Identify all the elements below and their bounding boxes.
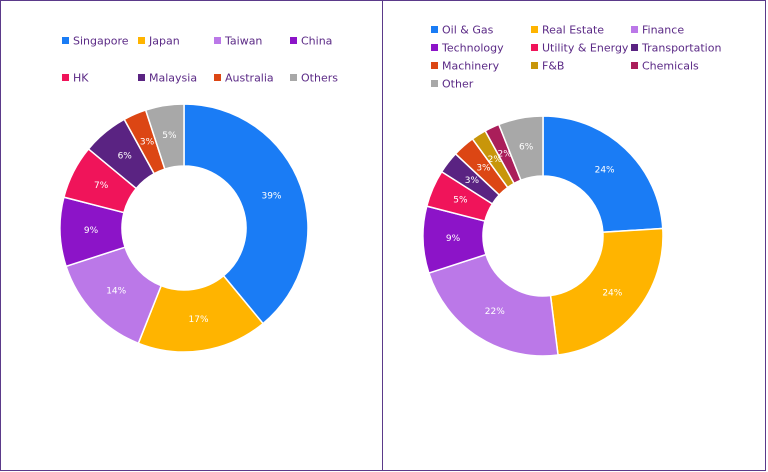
legend-item-china: China xyxy=(290,35,332,48)
legend-label-fandb: F&B xyxy=(542,60,564,73)
legend-item-malaysia: Malaysia xyxy=(138,72,197,85)
slice-label-oil-and-gas: 24% xyxy=(595,165,615,175)
legend-item-machinery: Machinery xyxy=(431,60,500,73)
legend-label-utility-and-energy: Utility & Energy xyxy=(542,42,629,55)
legend-swatch-technology xyxy=(431,44,438,51)
slice-label-japan: 17% xyxy=(189,315,209,325)
legend-label-technology: Technology xyxy=(441,42,504,55)
slice-label-machinery: 3% xyxy=(476,163,491,173)
legend-swatch-fandb xyxy=(531,62,538,69)
donut-slices xyxy=(422,115,664,357)
slice-oil-and-gas xyxy=(542,115,664,234)
legend-swatch-china xyxy=(290,37,297,44)
legend-label-real-estate: Real Estate xyxy=(542,24,604,37)
legend-item-others: Others xyxy=(290,72,338,85)
chart-panel-sector: 24% 24% 22% 9% 5% 3% 3% 2% 2% 6% Oil & Gas Real Est… xyxy=(382,0,766,471)
legend-swatch-others xyxy=(290,74,297,81)
slice-label-real-estate: 24% xyxy=(602,288,622,298)
slice-label-china: 9% xyxy=(84,226,99,236)
slice-other xyxy=(497,115,544,182)
slice-label-australia: 3% xyxy=(140,138,155,148)
slice-label-malaysia: 6% xyxy=(118,151,133,161)
legend-label-chemicals: Chemicals xyxy=(642,60,699,73)
legend-swatch-chemicals xyxy=(631,62,638,69)
legend-item-chemicals: Chemicals xyxy=(631,60,699,73)
legend-item-utility-and-energy: Utility & Energy xyxy=(531,42,629,55)
country-donut-chart: 39% 17% 14% 9% 7% 6% 3% 5% Singapore Japan Taiwan C… xyxy=(59,35,338,353)
legend-item-real-estate: Real Estate xyxy=(531,24,604,37)
legend-swatch-real-estate xyxy=(531,26,538,33)
legend-label-other: Other xyxy=(442,78,474,91)
donut-slice-labels: 39% 17% 14% 9% 7% 6% 3% 5% xyxy=(84,131,282,325)
legend-label-finance: Finance xyxy=(642,24,684,37)
slice-singapore xyxy=(183,103,309,325)
legend-swatch-other xyxy=(431,80,438,87)
legend-swatch-japan xyxy=(138,37,145,44)
legend-item-transportation: Transportation xyxy=(631,42,721,55)
legend-swatch-utility-and-energy xyxy=(531,44,538,51)
legend-label-hk: HK xyxy=(73,72,89,85)
slice-label-others: 5% xyxy=(162,131,177,141)
legend-label-oil-and-gas: Oil & Gas xyxy=(442,24,494,37)
slice-label-singapore: 39% xyxy=(261,191,281,201)
legend-label-malaysia: Malaysia xyxy=(149,72,197,85)
legend-label-australia: Australia xyxy=(225,72,274,85)
slice-label-chemicals: 2% xyxy=(498,150,513,160)
legend-swatch-hk xyxy=(62,74,69,81)
legend-label-others: Others xyxy=(301,72,338,85)
donut-slices xyxy=(59,103,309,353)
slice-label-utility-and-energy: 5% xyxy=(453,195,468,205)
legend-item-hk: HK xyxy=(62,72,89,85)
legend-item-finance: Finance xyxy=(631,24,684,37)
legend-item-japan: Japan xyxy=(138,35,180,48)
legend-label-machinery: Machinery xyxy=(442,60,500,73)
legend-swatch-taiwan xyxy=(214,37,221,44)
legend-swatch-malaysia xyxy=(138,74,145,81)
slice-real-estate xyxy=(549,227,664,356)
legend-label-singapore: Singapore xyxy=(73,35,129,48)
legend-swatch-finance xyxy=(631,26,638,33)
legend-swatch-singapore xyxy=(62,37,69,44)
legend-label-taiwan: Taiwan xyxy=(224,35,262,48)
legend: Singapore Japan Taiwan China HK Malaysia Austr… xyxy=(62,35,338,85)
legend-item-fandb: F&B xyxy=(531,60,564,73)
slice-label-fandb: 2% xyxy=(488,155,503,165)
slice-finance xyxy=(427,253,559,357)
legend-item-technology: Technology xyxy=(431,42,504,55)
slice-label-other: 6% xyxy=(519,143,534,153)
slice-label-transportation: 3% xyxy=(465,176,480,186)
legend: Oil & Gas Real Estate Finance Technology Uti… xyxy=(431,24,721,91)
slice-label-technology: 9% xyxy=(446,234,461,244)
legend-item-singapore: Singapore xyxy=(62,35,129,48)
legend-item-other: Other xyxy=(431,78,474,91)
legend-swatch-oil-and-gas xyxy=(431,26,438,33)
legend-item-australia: Australia xyxy=(214,72,274,85)
legend-item-oil-and-gas: Oil & Gas xyxy=(431,24,494,37)
slice-label-taiwan: 14% xyxy=(106,287,126,297)
donut-slice-labels: 24%24%22%9%5%3%3%2%2%6% xyxy=(446,143,623,317)
legend-swatch-transportation xyxy=(631,44,638,51)
slice-others xyxy=(144,103,185,170)
slice-label-hk: 7% xyxy=(94,181,109,191)
legend-item-taiwan: Taiwan xyxy=(214,35,262,48)
sector-donut-chart: 24%24%22%9%5%3%3%2%2%6%Oil & Gas Real Est… xyxy=(422,24,721,357)
legend-swatch-machinery xyxy=(431,62,438,69)
legend-label-japan: Japan xyxy=(148,35,180,48)
legend-swatch-australia xyxy=(214,74,221,81)
chart-panel-country: 39% 17% 14% 9% 7% 6% 3% 5% Singapore Japan Taiwan C… xyxy=(0,0,383,471)
slice-label-finance: 22% xyxy=(485,307,505,317)
legend-label-transportation: Transportation xyxy=(641,42,721,55)
legend-label-china: China xyxy=(301,35,332,48)
